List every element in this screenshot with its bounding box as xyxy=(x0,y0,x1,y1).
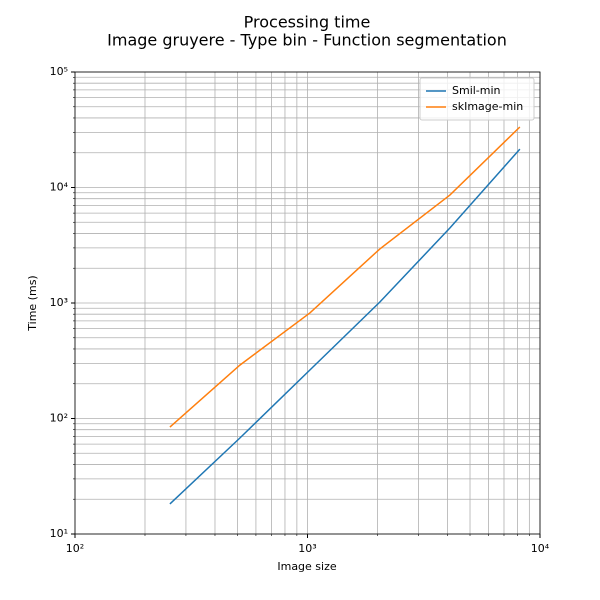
legend-label: Smil-min xyxy=(452,84,501,97)
legend-label: skImage-min xyxy=(452,100,523,113)
x-axis-label: Image size xyxy=(277,560,337,573)
x-tick-label: 10² xyxy=(66,542,84,555)
y-tick-label: 10⁵ xyxy=(50,65,68,78)
legend: Smil-min skImage-min xyxy=(419,77,535,121)
plot-frame xyxy=(74,71,541,535)
y-tick-label: 10³ xyxy=(50,296,68,309)
y-axis-label: Time (ms) xyxy=(26,275,39,331)
x-tick-label: 10³ xyxy=(298,542,316,555)
y-tick-label: 10⁴ xyxy=(50,181,69,194)
x-tick-label: 10⁴ xyxy=(531,542,550,555)
y-tick-label: 10¹ xyxy=(50,527,68,540)
legend-box xyxy=(419,77,535,121)
chart-subtitle: Image gruyere - Type bin - Function segm… xyxy=(107,31,507,50)
line-series xyxy=(169,126,521,428)
y-tick-label: 10² xyxy=(50,412,68,425)
chart-title: Processing time xyxy=(244,13,371,32)
line-series xyxy=(169,148,521,505)
